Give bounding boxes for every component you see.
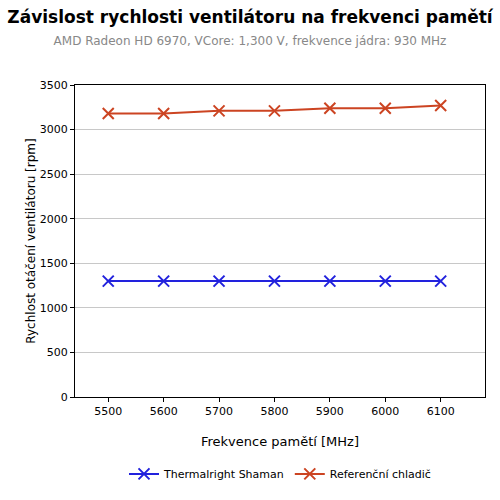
svg-text:5600: 5600 (150, 405, 178, 418)
svg-text:Frekvence pamětí [MHz]: Frekvence pamětí [MHz] (201, 434, 359, 449)
svg-text:3000: 3000 (40, 123, 68, 136)
svg-text:5900: 5900 (316, 405, 344, 418)
svg-text:5700: 5700 (205, 405, 233, 418)
svg-text:0: 0 (61, 391, 68, 404)
svg-text:2500: 2500 (40, 168, 68, 181)
svg-text:500: 500 (47, 346, 68, 359)
svg-text:1000: 1000 (40, 302, 68, 315)
svg-text:Závislost rychlosti ventilátor: Závislost rychlosti ventilátoru na frekv… (7, 7, 493, 48)
svg-text:6000: 6000 (371, 405, 399, 418)
svg-text:3500: 3500 (40, 79, 68, 92)
svg-text:2000: 2000 (40, 213, 68, 226)
svg-text:5500: 5500 (94, 405, 122, 418)
svg-text:Rychlost otáčení ventilátoru [: Rychlost otáčení ventilátoru [rpm] (24, 138, 38, 343)
svg-text:Thermalright Shaman: Thermalright Shaman (163, 468, 284, 481)
svg-text:1500: 1500 (40, 257, 68, 270)
svg-text:5800: 5800 (260, 405, 288, 418)
svg-text:6100: 6100 (427, 405, 455, 418)
svg-text:Referenční chladič: Referenční chladič (330, 468, 431, 481)
